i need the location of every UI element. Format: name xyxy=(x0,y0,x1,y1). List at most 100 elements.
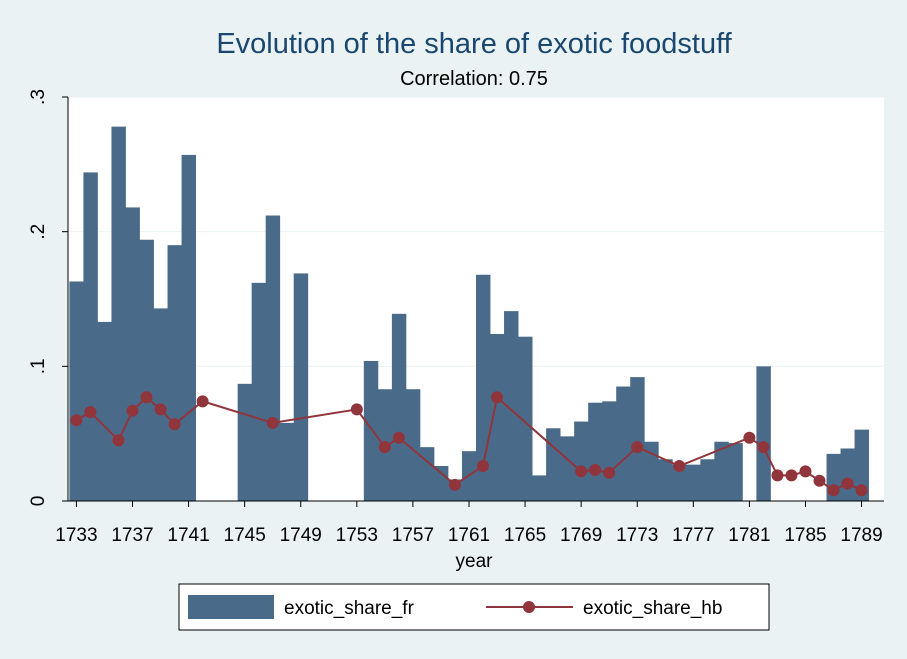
bar xyxy=(672,464,687,501)
line-point xyxy=(827,484,840,497)
x-tick-label: 1761 xyxy=(448,525,490,546)
bar xyxy=(644,441,659,501)
bar xyxy=(616,386,631,501)
line-point xyxy=(168,418,181,431)
legend: exotic_share_fr exotic_share_hb xyxy=(178,583,770,631)
legend-box xyxy=(178,583,770,631)
line-point xyxy=(350,403,363,416)
x-tick-label: 1785 xyxy=(784,525,826,546)
chart-title: Evolution of the share of exotic foodstu… xyxy=(216,28,732,60)
bar xyxy=(630,377,645,501)
bar xyxy=(433,465,449,501)
line-point xyxy=(603,466,616,479)
line-point xyxy=(392,431,405,444)
bar xyxy=(237,383,253,501)
bar xyxy=(111,126,126,502)
x-axis-title: year xyxy=(456,551,494,572)
line-point xyxy=(266,416,279,429)
x-tick-label: 1749 xyxy=(280,525,322,546)
x-tick-label: 1757 xyxy=(392,525,434,546)
x-tick-label: 1765 xyxy=(504,525,546,546)
bar xyxy=(686,464,701,501)
bar xyxy=(139,239,154,501)
line-point xyxy=(491,391,504,404)
line-point xyxy=(84,406,97,419)
bar xyxy=(419,447,435,501)
x-tick-label: 1773 xyxy=(616,525,658,546)
line-point xyxy=(813,474,826,487)
bar xyxy=(265,215,281,502)
line-point xyxy=(631,441,644,454)
bar xyxy=(125,207,140,501)
y-tick-label: .2 xyxy=(28,224,49,240)
bar xyxy=(714,441,729,501)
line-point xyxy=(112,434,125,447)
bar xyxy=(490,334,505,501)
line-point xyxy=(154,403,167,416)
x-tick-label: 1777 xyxy=(672,525,714,546)
bar xyxy=(504,311,519,501)
line-point xyxy=(589,464,602,477)
line-point xyxy=(575,465,588,478)
bar xyxy=(854,429,869,501)
bar xyxy=(840,448,855,501)
x-tick-label: 1769 xyxy=(560,525,602,546)
bar xyxy=(728,443,743,501)
line-point xyxy=(196,395,209,408)
x-tick-label: 1737 xyxy=(111,525,153,546)
bar xyxy=(97,321,112,501)
bar xyxy=(658,459,673,501)
line-point xyxy=(477,459,490,472)
bar xyxy=(700,459,715,501)
bar xyxy=(756,366,771,501)
line-point xyxy=(771,469,784,482)
bar xyxy=(546,428,561,501)
x-tick-label: 1733 xyxy=(55,525,97,546)
line-point xyxy=(673,459,686,472)
line-point xyxy=(140,391,153,404)
bar xyxy=(293,273,309,501)
bar xyxy=(167,245,182,501)
x-tick-label: 1789 xyxy=(840,525,882,546)
line-point xyxy=(743,431,756,444)
bar xyxy=(181,154,196,501)
line-point xyxy=(757,441,770,454)
axes: 0 .1 .2 .3 1733 1737 1741 1745 1749 1753 1757 1761 1… xyxy=(28,89,884,546)
chart-subtitle: Correlation: 0.75 xyxy=(400,68,548,90)
series-exotic-share-fr xyxy=(69,126,869,502)
x-tick-label: 1781 xyxy=(728,525,770,546)
legend-label-exotic-share-fr: exotic_share_fr xyxy=(284,598,415,619)
y-tick-label: .1 xyxy=(28,358,49,374)
x-tick-label: 1745 xyxy=(224,525,266,546)
series-exotic-share-hb xyxy=(70,391,868,497)
bar xyxy=(560,436,575,501)
line-point xyxy=(855,484,868,497)
line-point xyxy=(799,465,812,478)
bar xyxy=(251,282,267,501)
y-tick-label: 0 xyxy=(28,496,49,507)
legend-swatch-exotic-share-fr xyxy=(188,595,274,619)
bar xyxy=(391,313,407,501)
y-tick-label: .3 xyxy=(28,89,49,105)
x-tick-label: 1753 xyxy=(336,525,378,546)
bar xyxy=(588,402,603,501)
legend-label-exotic-share-hb: exotic_share_hb xyxy=(583,598,722,619)
bar xyxy=(363,360,379,501)
line-point xyxy=(126,404,139,417)
line-point xyxy=(448,478,461,491)
bar xyxy=(602,401,617,501)
bar xyxy=(83,172,98,501)
bar xyxy=(532,475,547,501)
x-tick-label: 1741 xyxy=(167,525,209,546)
line-point xyxy=(378,441,391,454)
bar xyxy=(518,336,533,501)
bar xyxy=(405,389,421,501)
legend-marker-exotic-share-hb xyxy=(523,601,535,613)
bar xyxy=(69,281,84,501)
line-point xyxy=(785,469,798,482)
bar xyxy=(279,422,295,501)
bar xyxy=(574,421,589,501)
line-point xyxy=(70,414,83,427)
line-point xyxy=(841,477,854,490)
